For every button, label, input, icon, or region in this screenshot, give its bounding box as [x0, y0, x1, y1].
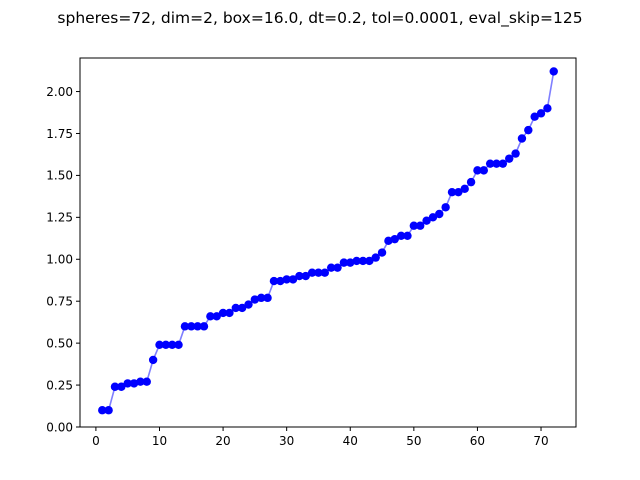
x-tick-label: 10: [152, 434, 167, 448]
data-point: [358, 256, 368, 266]
data-point: [384, 236, 393, 246]
data-point: [225, 308, 234, 318]
axes-layer: 0 10 20 30 40 50 60 70 0.00 0.25 0.50 0.75 1.00 1.25 1…: [46, 57, 577, 448]
data-point: [505, 154, 514, 163]
data-point: [549, 67, 558, 76]
data-point: [123, 379, 132, 388]
data-point: [129, 379, 139, 388]
data-point: [339, 258, 349, 267]
data-point: [371, 253, 380, 262]
data-point: [320, 268, 330, 277]
data-point: [148, 355, 158, 365]
data-point: [282, 275, 291, 284]
data-point: [466, 177, 476, 187]
data-point: [346, 258, 355, 267]
series-layer: [98, 67, 558, 415]
data-point: [231, 303, 240, 313]
data-point: [416, 221, 425, 230]
data-point: [257, 293, 266, 303]
x-tick-label: 50: [406, 434, 421, 448]
data-point: [409, 221, 419, 230]
data-point: [326, 263, 336, 272]
data-point: [314, 268, 323, 277]
x-tick-label: 0: [92, 434, 100, 448]
data-point: [441, 203, 450, 212]
data-point: [98, 406, 107, 415]
data-point: [473, 166, 482, 175]
data-point: [511, 149, 520, 158]
y-tick-label: 1.00: [46, 253, 73, 267]
y-tick-label: 2.00: [46, 85, 73, 99]
data-point: [136, 377, 145, 386]
data-point: [244, 300, 253, 309]
x-tick-label: 20: [215, 434, 230, 448]
data-point: [377, 248, 387, 257]
x-tick-label: 30: [279, 434, 294, 448]
data-point: [199, 322, 209, 331]
data-point: [365, 256, 374, 266]
series-line: [102, 71, 555, 412]
data-point: [492, 159, 501, 168]
data-point: [460, 184, 469, 194]
data-point: [187, 322, 196, 331]
data-point: [117, 382, 126, 391]
data-point: [447, 187, 457, 197]
data-point: [396, 231, 406, 240]
y-tick-label: 0.00: [46, 420, 73, 434]
data-point: [142, 377, 151, 386]
plot-frame: [79, 57, 577, 428]
data-point: [104, 406, 113, 415]
data-point: [161, 340, 171, 350]
data-point: [295, 271, 304, 281]
y-tick-label: 0.25: [46, 378, 73, 392]
data-point: [110, 382, 120, 391]
data-point: [250, 295, 260, 304]
data-point: [193, 322, 202, 331]
data-point: [352, 256, 361, 266]
data-point: [517, 134, 527, 143]
data-point: [390, 234, 399, 244]
y-tick-label: 1.50: [46, 169, 73, 183]
data-point: [543, 104, 552, 113]
chart-title: spheres=72, dim=2, box=16.0, dt=0.2, tol…: [57, 9, 583, 27]
data-point: [180, 322, 190, 331]
data-point: [276, 276, 285, 286]
data-point: [403, 231, 412, 240]
data-point: [530, 112, 539, 121]
data-point: [435, 209, 444, 219]
data-point: [333, 263, 342, 272]
data-point: [269, 276, 279, 286]
data-point: [485, 159, 495, 168]
data-point: [155, 340, 164, 350]
x-tick-label: 60: [470, 434, 485, 448]
x-tick-label: 40: [343, 434, 358, 448]
data-point: [454, 187, 463, 197]
y-tick-label: 0.75: [46, 295, 73, 309]
data-point: [237, 303, 247, 313]
y-tick-label: 1.25: [46, 211, 73, 225]
data-point: [307, 268, 317, 277]
data-point: [218, 308, 228, 318]
data-point: [206, 312, 215, 321]
data-point: [301, 271, 310, 281]
data-point: [536, 109, 546, 118]
data-point: [263, 293, 272, 303]
data-point: [212, 312, 221, 321]
data-point: [498, 159, 508, 168]
data-point: [524, 125, 533, 135]
data-point: [288, 275, 298, 284]
data-point: [428, 213, 438, 222]
data-point: [174, 340, 183, 350]
y-tick-label: 0.50: [46, 336, 73, 350]
x-tick-label: 70: [533, 434, 548, 448]
y-tick-label: 1.75: [46, 127, 73, 141]
data-point: [422, 216, 431, 225]
data-point: [168, 340, 177, 350]
data-point: [479, 166, 488, 175]
